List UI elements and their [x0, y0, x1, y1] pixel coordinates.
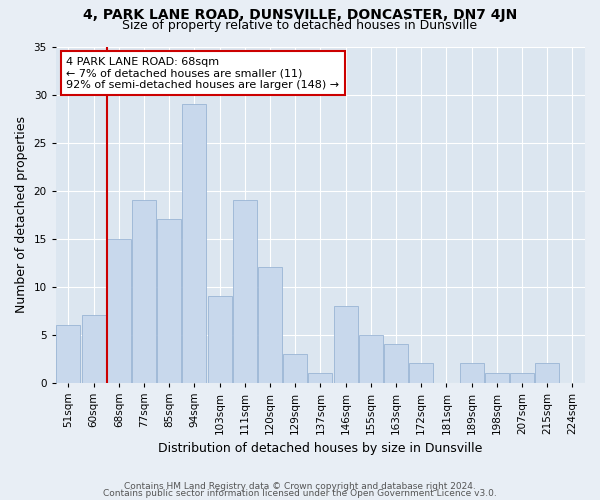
Text: Contains HM Land Registry data © Crown copyright and database right 2024.: Contains HM Land Registry data © Crown c… [124, 482, 476, 491]
Bar [460, 364, 484, 382]
Bar [208, 296, 232, 382]
Bar [258, 268, 282, 382]
Y-axis label: Number of detached properties: Number of detached properties [15, 116, 28, 313]
X-axis label: Distribution of detached houses by size in Dunsville: Distribution of detached houses by size … [158, 442, 482, 455]
Text: 4 PARK LANE ROAD: 68sqm
← 7% of detached houses are smaller (11)
92% of semi-det: 4 PARK LANE ROAD: 68sqm ← 7% of detached… [67, 56, 340, 90]
Bar [283, 354, 307, 382]
Text: Contains public sector information licensed under the Open Government Licence v3: Contains public sector information licen… [103, 489, 497, 498]
Bar [409, 364, 433, 382]
Text: Size of property relative to detached houses in Dunsville: Size of property relative to detached ho… [122, 19, 478, 32]
Bar [510, 373, 534, 382]
Bar [182, 104, 206, 382]
Bar [334, 306, 358, 382]
Text: 4, PARK LANE ROAD, DUNSVILLE, DONCASTER, DN7 4JN: 4, PARK LANE ROAD, DUNSVILLE, DONCASTER,… [83, 8, 517, 22]
Bar [132, 200, 156, 382]
Bar [56, 325, 80, 382]
Bar [233, 200, 257, 382]
Bar [359, 334, 383, 382]
Bar [82, 316, 106, 382]
Bar [485, 373, 509, 382]
Bar [384, 344, 408, 383]
Bar [308, 373, 332, 382]
Bar [107, 238, 131, 382]
Bar [157, 220, 181, 382]
Bar [535, 364, 559, 382]
